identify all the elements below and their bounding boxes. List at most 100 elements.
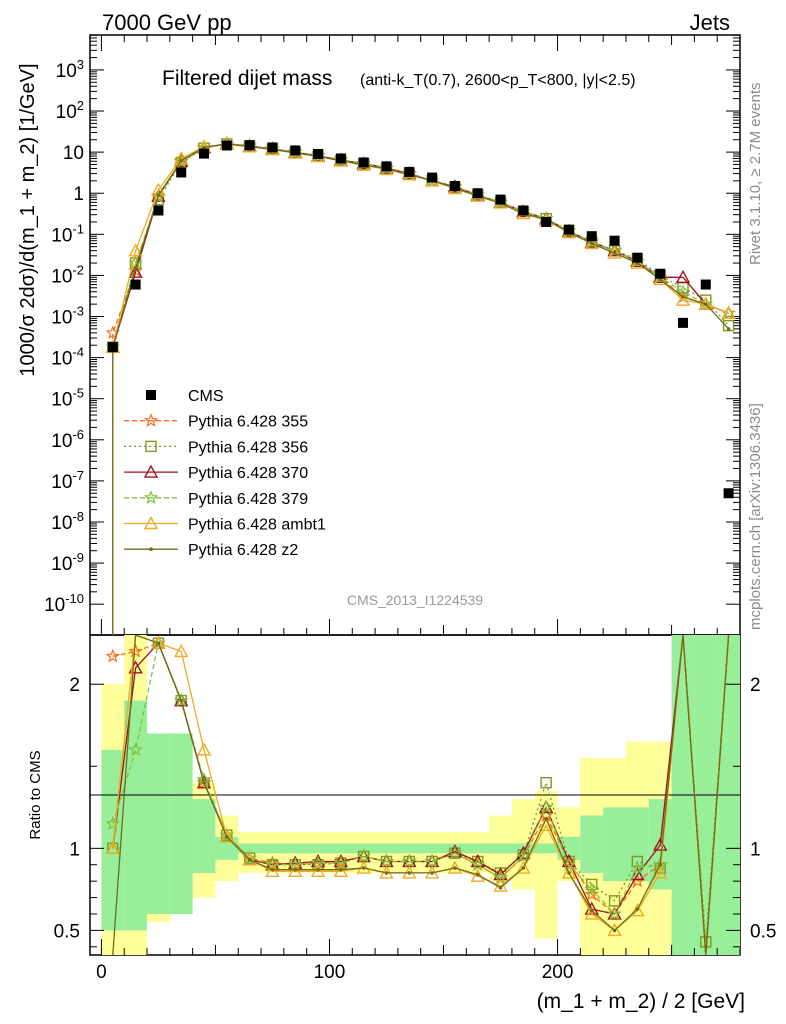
header-right: Jets: [690, 10, 730, 35]
cms-data-point: [700, 279, 711, 290]
ratio-point: [128, 742, 143, 757]
ratio-point: [567, 871, 571, 875]
series-point: [128, 264, 143, 278]
y-tick-label: 10-3: [51, 304, 84, 329]
ratio-band-inner: [147, 733, 170, 914]
ratio-point: [544, 816, 548, 821]
series-point: [675, 269, 691, 283]
ratio-tick-label: 0.5: [54, 921, 80, 942]
cms-data-point: [335, 153, 346, 164]
series-point: [179, 158, 184, 163]
cms-data-point: [655, 268, 666, 279]
cms-data-point: [176, 167, 187, 178]
ratio-tick-label: 2: [69, 675, 80, 696]
cms-data-point: [290, 145, 301, 156]
ratio-point: [516, 848, 531, 863]
ratio-point: [174, 643, 189, 658]
y-tick-label: 10-2: [51, 262, 84, 287]
ratio-point: [156, 641, 161, 646]
legend-marker: [145, 440, 157, 453]
legend: CMS Pythia 6.428 355 Pythia 6.428 356 Pythi…: [124, 388, 326, 559]
cms-data-point: [267, 142, 278, 153]
ratio-point: [584, 886, 600, 901]
cms-data-points: [107, 140, 734, 499]
y-tick-label: 10-4: [51, 345, 84, 370]
ratio-point: [219, 829, 235, 843]
y-tick-label: 10-7: [51, 468, 84, 493]
cms-data-point: [358, 157, 369, 168]
ratio-point: [453, 866, 457, 870]
ratio-point: [225, 835, 229, 839]
ratio-point: [658, 862, 662, 867]
ratio-point: [498, 885, 503, 890]
ratio-point: [630, 867, 645, 881]
ratio-point: [475, 872, 480, 877]
ratio-point: [179, 698, 184, 703]
series-point: [584, 235, 599, 250]
ratio-point: [173, 692, 189, 707]
ratio-point: [521, 866, 526, 870]
ratio-point: [607, 922, 622, 937]
series-point: [589, 241, 594, 246]
series-point: [128, 255, 143, 270]
cms-data-point: [541, 216, 552, 227]
legend-marker: [143, 464, 159, 478]
cms-data-point: [518, 205, 529, 216]
series-point: [721, 305, 736, 319]
ratio-point: [652, 865, 668, 879]
ratio-band-inner: [192, 799, 216, 873]
ratio-point: [265, 863, 280, 878]
ratio-point: [607, 906, 622, 920]
ratio-band-outer: [534, 790, 558, 939]
ratio-tick-label-right: 1: [750, 839, 761, 860]
ratio-series-group: [105, 635, 730, 955]
series-point: [156, 193, 161, 197]
ratio-point: [608, 895, 621, 907]
cms-data-point: [313, 149, 324, 160]
y-tick-label: 10-5: [51, 386, 84, 411]
ratio-point: [339, 867, 343, 872]
series-point: [681, 295, 685, 299]
legend-marker-cms: [146, 390, 156, 400]
ratio-point: [105, 648, 121, 663]
series-point: [607, 245, 622, 259]
ratio-point: [470, 853, 485, 868]
cms-data-point: [427, 172, 438, 183]
series-point: [128, 243, 143, 257]
y-tick-label: 10-9: [51, 550, 84, 575]
header-left: 7000 GeV pp: [102, 10, 232, 35]
ratio-point: [589, 908, 594, 913]
cms-data-point: [199, 148, 210, 159]
y-tick-label: 10-1: [51, 221, 84, 246]
legend-marker: [143, 490, 159, 505]
chart-title-main: Filtered dijet mass: [162, 67, 332, 90]
series-point: [174, 151, 189, 165]
ratio-band-inner: [169, 733, 193, 914]
cms-data-point: [449, 180, 460, 191]
mcplots-label: mcplots.cern.ch [arXiv:1306.3436]: [747, 403, 764, 630]
ratio-point: [516, 845, 531, 859]
legend-label: Pythia 6.428 355: [188, 414, 308, 431]
y-tick-label: 10-8: [51, 509, 84, 534]
ratio-point: [630, 860, 645, 875]
legend-label: Pythia 6.428 z2: [188, 542, 298, 559]
ratio-point: [470, 857, 485, 871]
ratio-point: [316, 867, 320, 872]
ratio-point: [447, 860, 463, 874]
ratio-point: [630, 903, 645, 917]
ratio-point: [265, 857, 280, 871]
ratio-point: [310, 863, 326, 878]
ratio-point: [538, 799, 554, 814]
legend-marker: [149, 547, 153, 551]
y-axis-label-top: 1000/σ 2dσ)/d(m_1 + m_2) [1/GeV]: [17, 63, 39, 376]
ratio-point: [174, 693, 189, 707]
x-tick-label: 0: [96, 962, 107, 983]
ratio-point: [247, 858, 252, 862]
ratio-point: [561, 865, 577, 879]
legend-label: Pythia 6.428 370: [188, 465, 308, 482]
cms-data-point: [632, 252, 643, 263]
ratio-tick-label-right: 0.5: [750, 921, 776, 942]
legend-label: CMS: [188, 388, 224, 405]
ratio-tick-label-right: 2: [750, 675, 761, 696]
